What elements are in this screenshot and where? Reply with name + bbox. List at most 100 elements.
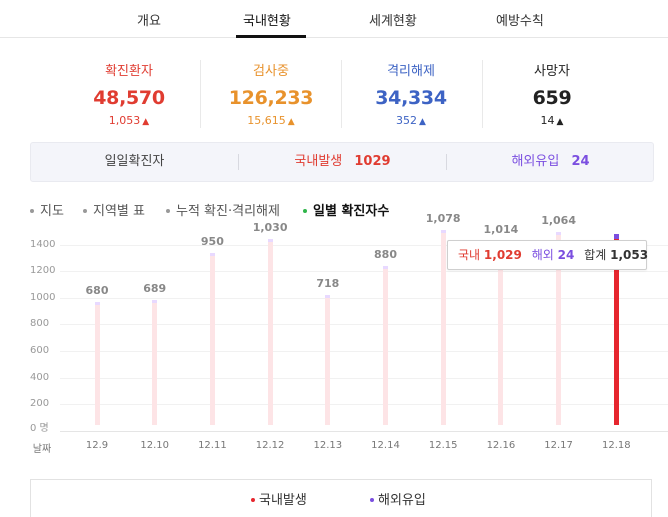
tooltip-overseas-value: 24 xyxy=(557,248,575,262)
daily-domestic-value: 1029 xyxy=(354,154,391,169)
option-daily[interactable]: 일별 확진자수 xyxy=(303,200,389,219)
daily-label: 일일확진자 xyxy=(104,154,165,169)
bar-value-label: 1,064 xyxy=(541,214,576,227)
bar-highlighted[interactable] xyxy=(613,234,619,425)
gridline xyxy=(60,324,668,325)
option-label: 일별 확진자수 xyxy=(313,204,390,219)
y-tick-label: 600 xyxy=(30,345,50,356)
chart-legend: 국내발생 해외유입 xyxy=(30,479,652,517)
stat-value: 659 xyxy=(532,87,572,109)
y-tick-label: 400 xyxy=(30,372,50,383)
gridline xyxy=(60,271,668,272)
bar-value-label: 1,030 xyxy=(252,221,288,234)
triangle-up-icon: ▲ xyxy=(287,117,295,127)
stat-delta: 15,615 ▲ xyxy=(201,114,341,127)
bar[interactable] xyxy=(152,300,158,425)
bar-value-label: 689 xyxy=(143,282,167,295)
bar-overseas-segment xyxy=(613,234,619,239)
x-tick-label: 12.13 xyxy=(313,440,343,451)
y-tick-label: 1200 xyxy=(30,265,56,276)
option-label: 지도 xyxy=(40,204,64,219)
gridline xyxy=(60,298,668,299)
divider xyxy=(341,60,342,128)
y-tick-label: 1400 xyxy=(30,239,56,250)
purple-dot-icon xyxy=(370,497,374,502)
tab-world[interactable]: 세계현황 xyxy=(369,14,417,29)
option-region-table[interactable]: 지역별 표 xyxy=(83,200,145,219)
bar[interactable] xyxy=(325,295,331,425)
legend-label: 국내발생 xyxy=(259,493,307,508)
triangle-up-icon: ▲ xyxy=(142,117,150,127)
option-cumulative[interactable]: 누적 확진·격리해제 xyxy=(166,200,280,219)
bar-value-label: 1,014 xyxy=(483,223,519,236)
tooltip-domestic-value: 1,029 xyxy=(483,248,522,262)
gridline xyxy=(60,378,668,379)
y-tick-label: 0 명 xyxy=(30,423,49,434)
stat-label: 확진환자 xyxy=(105,64,153,79)
delta-value: 352 xyxy=(396,114,418,127)
stat-deaths: 사망자 659 14 ▲ xyxy=(482,60,622,127)
x-tick-label: 12.10 xyxy=(140,440,169,451)
legend-label: 해외유입 xyxy=(378,493,426,508)
stat-released: 격리해제 34,334 352 ▲ xyxy=(341,60,481,127)
bar[interactable] xyxy=(267,239,273,425)
bar-value-label: 950 xyxy=(200,235,224,248)
divider xyxy=(446,154,447,170)
tooltip-overseas-label: 해외 xyxy=(531,248,554,262)
x-tick-label: 12.17 xyxy=(544,440,573,451)
bar-overseas-segment xyxy=(440,230,446,233)
legend-overseas[interactable]: 해외유입 xyxy=(370,489,426,508)
bar-overseas-segment xyxy=(209,253,215,256)
bar[interactable] xyxy=(440,230,446,425)
bar[interactable] xyxy=(209,253,215,425)
tab-prevention[interactable]: 예방수칙 xyxy=(496,14,544,29)
top-tabs: 개요 국내현황 세계현황 예방수칙 xyxy=(0,0,668,38)
daily-confirmed-bar: 일일확진자 국내발생 1029 해외유입 24 xyxy=(30,142,654,182)
tooltip-domestic-label: 국내 xyxy=(458,248,481,262)
bar-overseas-segment xyxy=(325,295,331,298)
chart-tooltip: 국내 1,029 해외 24 합계 1,053 xyxy=(447,240,648,270)
tooltip-total-label: 합계 xyxy=(584,248,607,262)
stat-testing: 검사중 126,233 15,615 ▲ xyxy=(201,60,341,127)
bar-value-label: 680 xyxy=(85,284,109,297)
stat-value: 34,334 xyxy=(375,87,447,109)
bullet-icon xyxy=(166,208,170,213)
legend-domestic[interactable]: 국내발생 xyxy=(251,489,307,508)
option-label: 누적 확진·격리해제 xyxy=(176,204,280,219)
stat-label: 격리해제 xyxy=(387,64,435,79)
bar-value-label: 1,078 xyxy=(425,212,461,225)
tab-overview[interactable]: 개요 xyxy=(137,14,161,29)
bar-overseas-segment xyxy=(556,232,562,235)
bar[interactable] xyxy=(94,302,100,425)
gridline xyxy=(60,245,668,246)
bar-overseas-segment xyxy=(267,239,273,242)
delta-value: 15,615 xyxy=(247,114,286,127)
bullet-icon xyxy=(303,208,307,213)
divider xyxy=(200,60,201,128)
triangle-up-icon: ▲ xyxy=(419,117,426,127)
active-tab-underline xyxy=(236,35,306,38)
x-tick-label: 12.9 xyxy=(85,440,109,451)
bar-overseas-segment xyxy=(383,266,388,269)
bullet-icon xyxy=(83,208,87,213)
daily-overseas: 해외유입 24 xyxy=(447,143,654,181)
bar[interactable] xyxy=(383,266,388,425)
stat-label: 사망자 xyxy=(534,64,570,79)
bar[interactable] xyxy=(556,232,562,425)
y-tick-label: 1000 xyxy=(30,292,56,303)
y-tick-label: 200 xyxy=(30,398,50,409)
triangle-up-icon: ▲ xyxy=(556,117,564,127)
stat-confirmed: 확진환자 48,570 1,053 ▲ xyxy=(59,60,199,127)
stat-delta: 352 ▲ xyxy=(341,114,481,127)
tab-domestic[interactable]: 국내현황 xyxy=(243,14,291,29)
bar-overseas-segment xyxy=(152,300,158,303)
gridline xyxy=(60,404,668,405)
daily-overseas-label: 해외유입 xyxy=(511,154,560,169)
divider xyxy=(482,60,483,128)
daily-domestic-label: 국내발생 xyxy=(294,154,343,169)
divider xyxy=(238,154,239,170)
option-map[interactable]: 지도 xyxy=(30,200,64,219)
stat-label: 검사중 xyxy=(253,64,289,79)
bar-value-label: 718 xyxy=(316,277,340,290)
bullet-icon xyxy=(30,208,34,213)
